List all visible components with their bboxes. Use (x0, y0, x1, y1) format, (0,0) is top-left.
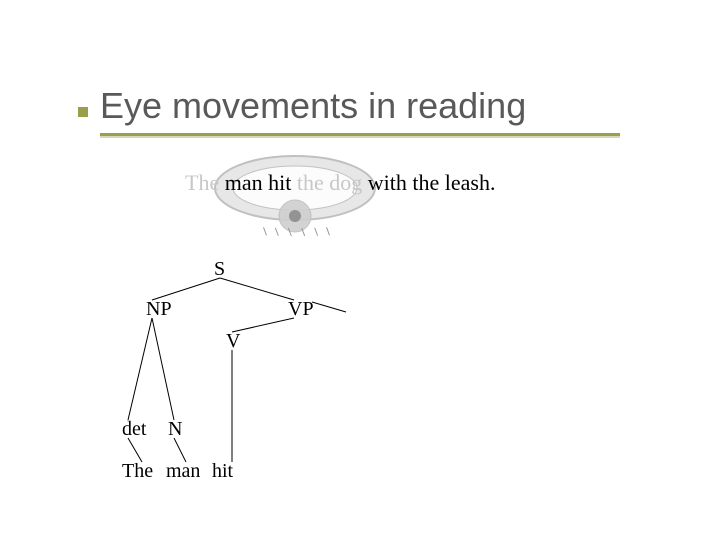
title-underline-shadow (100, 136, 620, 138)
tree-node-VP: VP (288, 298, 314, 321)
tree-leaf: hit (212, 460, 233, 483)
sentence-word: dog (329, 170, 368, 195)
title-block: Eye movements in reading (100, 85, 526, 127)
sentence-word: hit (268, 170, 297, 195)
stimulus-sentence: The man hit the dog with the leash. (185, 170, 495, 196)
title-bullet (78, 107, 88, 117)
sentence-word: The (185, 170, 225, 195)
sentence-word: man (225, 170, 268, 195)
tree-node-S: S (214, 258, 225, 281)
sentence-word: leash. (445, 170, 496, 195)
tree-node-V: V (226, 330, 240, 353)
eye-illustration (185, 154, 465, 254)
tree-leaf: The (122, 460, 153, 483)
tree-node-NP: NP (146, 298, 172, 321)
page-title: Eye movements in reading (100, 85, 526, 127)
sentence-word: the (412, 170, 444, 195)
tree-node-det: det (122, 418, 146, 441)
sentence-word: with (368, 170, 413, 195)
tree-leaf: man (166, 460, 200, 483)
sentence-word: the (297, 170, 329, 195)
tree-node-N: N (168, 418, 182, 441)
